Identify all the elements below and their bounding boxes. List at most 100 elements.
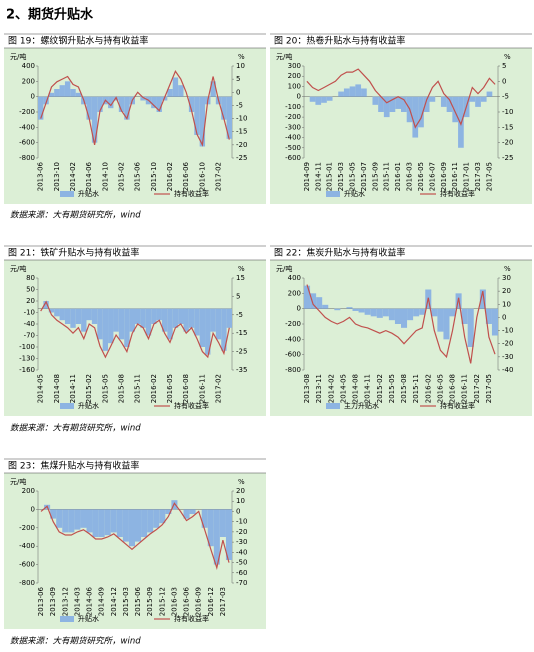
- bar: [429, 96, 436, 102]
- x-tick-label: 2016-02: [166, 162, 174, 191]
- y-tick-label: -400: [285, 335, 301, 343]
- bar: [207, 509, 214, 547]
- y-tick-label: 200: [22, 487, 35, 495]
- x-tick-label: 2013-12: [61, 587, 69, 616]
- bar: [178, 85, 184, 97]
- bar: [199, 96, 206, 147]
- x-tick-label: 2013-06: [37, 161, 45, 191]
- bar: [401, 96, 407, 112]
- bar: [388, 308, 395, 321]
- legend-label: 持有收益率: [440, 401, 475, 410]
- bar: [102, 308, 109, 351]
- bar: [48, 308, 55, 313]
- y-tick-label: -130: [19, 355, 35, 363]
- y-tick-label: -800: [19, 579, 35, 587]
- x-tick-label: 2015-11: [134, 374, 142, 403]
- x-tick-label: 2015-02: [85, 374, 93, 403]
- y2-axis-label: %: [238, 265, 245, 273]
- y2-tick-label: -40: [236, 548, 247, 556]
- bar: [145, 308, 152, 336]
- y-tick-label: 400: [22, 62, 35, 70]
- bar: [183, 509, 190, 519]
- x-tick-label: 2014-08: [352, 374, 360, 403]
- legend-label: 持有收益率: [440, 189, 475, 198]
- bar: [97, 96, 103, 112]
- x-tick-label: 2016-06: [183, 586, 191, 616]
- bar: [97, 308, 103, 340]
- bar: [178, 308, 184, 324]
- x-tick-label: 2017-03: [219, 587, 227, 616]
- bar: [486, 91, 493, 97]
- plot-background: [270, 48, 532, 204]
- x-tick-label: 2016-01: [394, 162, 402, 191]
- y2-axis-label: %: [238, 478, 245, 486]
- bar: [70, 308, 76, 328]
- source: 数据来源：大有期货研究所，wind: [10, 210, 141, 221]
- legend-swatch: [326, 191, 340, 197]
- bar: [431, 308, 438, 317]
- bar: [461, 308, 468, 324]
- bar: [118, 96, 125, 112]
- y-tick-label: -300: [285, 123, 301, 131]
- bar: [485, 308, 492, 324]
- bar: [440, 96, 447, 107]
- bar: [394, 308, 401, 324]
- source: 数据来源：大有期货研究所，wind: [10, 423, 141, 434]
- bar: [419, 308, 426, 315]
- x-tick-label: 2014-09: [98, 587, 106, 616]
- x-tick-label: 2014-02: [327, 374, 335, 403]
- bar: [140, 308, 146, 328]
- bar: [458, 96, 464, 148]
- bar: [215, 308, 222, 340]
- x-tick-label: 2015-08: [400, 374, 408, 403]
- legend-label: 升贴水: [78, 189, 99, 198]
- x-tick-label: 2014-02: [69, 162, 77, 191]
- x-tick-label: 2015-03: [337, 162, 345, 191]
- bar: [64, 308, 71, 324]
- bar: [104, 509, 111, 536]
- bar: [80, 509, 87, 528]
- y2-tick-label: -30: [502, 353, 513, 361]
- chart-title: 图 21：铁矿升贴水与持有收益率: [8, 247, 139, 259]
- x-tick-label: 2016-11: [461, 374, 469, 403]
- y-tick-label: -40: [24, 320, 35, 328]
- y-tick-label: 300: [288, 62, 301, 70]
- y2-axis-label: %: [238, 53, 245, 61]
- x-tick-label: 2015-01: [326, 162, 334, 191]
- bar: [346, 307, 353, 309]
- bar: [153, 509, 160, 528]
- y2-tick-label: 0: [502, 313, 506, 321]
- x-tick-label: 2014-03: [73, 587, 81, 616]
- y2-tick-label: 0: [502, 77, 506, 85]
- x-tick-label: 2014-05: [339, 374, 347, 403]
- bar: [183, 308, 189, 332]
- y-tick-label: 50: [26, 286, 35, 294]
- x-tick-label: 2013-08: [303, 374, 311, 403]
- x-tick-label: 2017-01: [463, 162, 471, 191]
- bar: [226, 96, 232, 139]
- bar: [98, 509, 105, 537]
- bar: [54, 308, 60, 317]
- x-tick-label: 2016-11: [451, 162, 459, 191]
- line-series: [40, 300, 230, 359]
- x-tick-label: 2015-02: [376, 374, 384, 403]
- bar: [389, 96, 396, 112]
- bar: [108, 96, 114, 109]
- bar: [92, 509, 99, 537]
- x-tick-label: 2014-11: [314, 162, 322, 191]
- y2-tick-label: 5: [236, 292, 240, 300]
- x-tick-label: 2015-05: [349, 162, 357, 191]
- bar: [50, 509, 57, 519]
- x-tick-label: 2017-05: [485, 162, 493, 191]
- bar: [75, 92, 82, 97]
- bar: [43, 96, 49, 105]
- bar: [355, 84, 362, 97]
- bar: [129, 308, 135, 332]
- legend-label: 主力升贴水: [344, 401, 379, 410]
- bar: [140, 96, 146, 101]
- bar: [201, 509, 208, 528]
- legend-swatch: [326, 403, 340, 409]
- bar: [64, 81, 71, 97]
- x-tick-label: 2017-02: [215, 162, 223, 191]
